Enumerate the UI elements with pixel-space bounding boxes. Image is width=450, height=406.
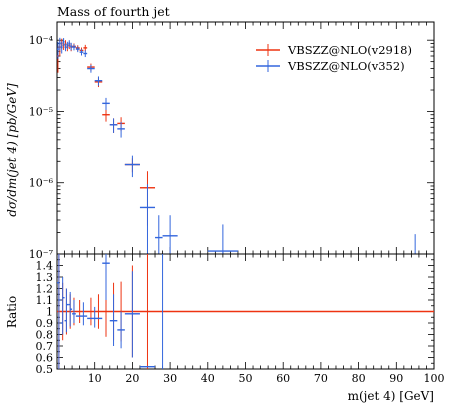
- x-tick-label: 70: [314, 372, 328, 385]
- x-tick-label: 10: [88, 372, 102, 385]
- ratio-series-2: [57, 254, 164, 369]
- series-1: [57, 38, 156, 226]
- x-tick-label: 100: [424, 372, 445, 385]
- legend-label: VBSZZ@NLO(v352): [287, 59, 405, 73]
- y-tick-label: 10⁻⁴: [29, 34, 54, 47]
- ratio-tick-label: 1: [46, 306, 53, 319]
- chart-title: Mass of fourth jet: [57, 4, 170, 19]
- x-axis-label: m(jet 4) [GeV]: [348, 389, 434, 403]
- ratio-tick-label: 1.3: [36, 271, 54, 284]
- ratio-plot-area: 10 20 30 40 50 60 70 80 90 100 0.50.60.70.80.911.1…: [36, 253, 445, 385]
- ratio-tick-label: 0.8: [36, 329, 54, 342]
- ratio-axis-label: Ratio: [5, 296, 19, 328]
- x-tick-label: 40: [201, 372, 215, 385]
- legend-label: VBSZZ@NLO(v2918): [287, 43, 412, 57]
- y-tick-label: 10⁻⁵: [29, 105, 53, 118]
- x-tick-label: 30: [163, 372, 177, 385]
- legend: VBSZZ@NLO(v2918) VBSZZ@NLO(v352): [256, 43, 412, 73]
- ratio-series-group: [57, 254, 434, 369]
- y-tick-label: 10⁻⁷: [29, 248, 54, 261]
- x-tick-label: 60: [276, 372, 290, 385]
- ratio-tick-label: 1.2: [36, 283, 54, 296]
- ratio-tick-label: 1.1: [36, 294, 54, 307]
- x-tick-label: 80: [352, 372, 366, 385]
- y-tick-label: 10⁻⁶: [29, 177, 54, 190]
- ratio-tick-label: 1.4: [36, 260, 54, 273]
- y-axis-label: dσ/dm(jet 4) [pb/GeV]: [5, 83, 19, 217]
- ratio-tick-label: 0.9: [36, 317, 54, 330]
- x-tick-label: 50: [239, 372, 253, 385]
- main-series-group: [57, 37, 416, 254]
- ratio-tick-label: 0.5: [36, 363, 54, 376]
- x-tick-label: 20: [125, 372, 139, 385]
- ratio-tick-label: 0.7: [36, 340, 54, 353]
- series-2: [57, 37, 416, 254]
- x-tick-label: 90: [389, 372, 403, 385]
- ratio-tick-label: 0.6: [36, 352, 54, 365]
